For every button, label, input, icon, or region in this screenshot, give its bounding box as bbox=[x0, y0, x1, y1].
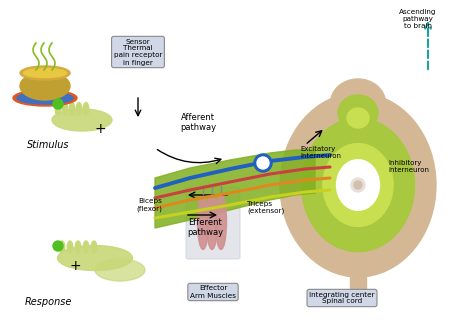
Text: +: + bbox=[69, 259, 81, 273]
Ellipse shape bbox=[83, 241, 89, 253]
Ellipse shape bbox=[55, 103, 61, 115]
Ellipse shape bbox=[338, 95, 378, 131]
Ellipse shape bbox=[59, 241, 65, 253]
Ellipse shape bbox=[337, 160, 379, 210]
Text: Inhibitory
interneuron: Inhibitory interneuron bbox=[388, 160, 429, 173]
Ellipse shape bbox=[323, 144, 393, 226]
Polygon shape bbox=[155, 150, 315, 228]
Ellipse shape bbox=[23, 69, 67, 78]
Text: Stimulus: Stimulus bbox=[27, 140, 69, 150]
Ellipse shape bbox=[69, 103, 75, 115]
Circle shape bbox=[354, 181, 362, 189]
Ellipse shape bbox=[216, 194, 226, 249]
Text: Response: Response bbox=[24, 297, 72, 307]
Ellipse shape bbox=[67, 241, 73, 253]
Ellipse shape bbox=[302, 118, 414, 252]
FancyBboxPatch shape bbox=[186, 187, 240, 259]
Ellipse shape bbox=[62, 103, 68, 115]
Text: +: + bbox=[94, 122, 106, 136]
Circle shape bbox=[53, 241, 63, 251]
Ellipse shape bbox=[198, 194, 208, 249]
Text: Biceps
(flexor): Biceps (flexor) bbox=[136, 198, 162, 212]
Circle shape bbox=[257, 157, 269, 169]
Bar bbox=[350, 235, 366, 305]
Ellipse shape bbox=[207, 194, 217, 249]
Ellipse shape bbox=[58, 246, 132, 271]
Ellipse shape bbox=[13, 90, 77, 106]
Text: Effector
Arm Muscles: Effector Arm Muscles bbox=[190, 285, 236, 299]
Text: Efferent
pathway: Efferent pathway bbox=[187, 217, 223, 237]
Ellipse shape bbox=[76, 103, 82, 115]
Ellipse shape bbox=[95, 259, 145, 281]
Ellipse shape bbox=[83, 103, 89, 115]
Ellipse shape bbox=[91, 241, 97, 253]
Ellipse shape bbox=[330, 79, 386, 127]
Circle shape bbox=[254, 154, 272, 172]
Text: Integrating center
Spinal cord: Integrating center Spinal cord bbox=[309, 291, 375, 305]
Circle shape bbox=[351, 178, 365, 192]
Text: Sensor
Thermal
pain receptor
in finger: Sensor Thermal pain receptor in finger bbox=[114, 39, 162, 65]
Ellipse shape bbox=[280, 93, 436, 277]
Ellipse shape bbox=[17, 92, 73, 104]
Text: Triceps
(extensor): Triceps (extensor) bbox=[247, 201, 284, 214]
Text: Afferent
pathway: Afferent pathway bbox=[180, 113, 216, 132]
Ellipse shape bbox=[20, 66, 70, 80]
Text: Excitatory
Interneuron: Excitatory Interneuron bbox=[300, 146, 341, 159]
Ellipse shape bbox=[75, 241, 81, 253]
Ellipse shape bbox=[52, 109, 112, 131]
Circle shape bbox=[53, 99, 63, 109]
Ellipse shape bbox=[20, 72, 70, 100]
Ellipse shape bbox=[347, 108, 369, 128]
Text: Ascending
pathway
to brain: Ascending pathway to brain bbox=[399, 9, 437, 29]
